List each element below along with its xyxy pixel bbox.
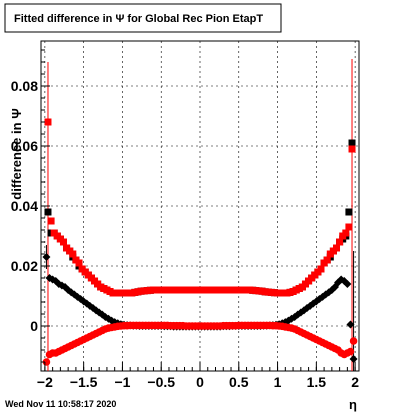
x-tick-label: 0.5 — [229, 374, 249, 390]
x-axis-label: η — [349, 397, 357, 412]
y-tick-label: 0.06 — [11, 138, 38, 154]
title-box — [4, 3, 282, 33]
data-point — [317, 265, 325, 273]
data-point — [44, 208, 52, 216]
data-point — [349, 337, 358, 345]
y-tick-label: 0 — [30, 318, 38, 334]
data-point — [47, 217, 55, 225]
data-point — [348, 145, 356, 153]
x-tick-label: 1.5 — [307, 374, 327, 390]
y-axis-label: difference in Ψ — [9, 108, 24, 199]
data-point — [69, 250, 77, 258]
data-point — [75, 259, 83, 267]
x-tick-label: −1.5 — [70, 374, 98, 390]
data-point — [346, 320, 355, 329]
x-tick-label: 0 — [196, 374, 204, 390]
data-point — [349, 355, 358, 363]
x-tick-label: −2 — [37, 374, 53, 390]
data-point — [333, 244, 341, 252]
data-point — [44, 118, 52, 126]
data-point — [346, 347, 355, 356]
data-point — [323, 256, 331, 264]
y-tick-label: 0.04 — [11, 198, 38, 214]
chart-title: Fitted difference in Ψ for Global Rec Pi… — [14, 13, 263, 25]
grid-lines — [41, 41, 359, 371]
x-tick-label: 1 — [274, 374, 282, 390]
data-point — [342, 229, 350, 237]
data-point — [57, 281, 66, 290]
data-point — [345, 223, 353, 231]
data-point — [59, 238, 67, 246]
data-markers — [42, 118, 358, 366]
data-point — [348, 139, 356, 147]
data-point — [42, 253, 51, 261]
y-tick-label: 0.08 — [11, 78, 38, 94]
axis-ticks: −2 −1.5 −1 −0.5 0 0.5 1 1.5 2 0 0.02 0.04 0.06 0.08 — [11, 49, 359, 390]
x-tick-label: −0.5 — [147, 374, 175, 390]
y-tick-label: 0.02 — [11, 258, 38, 274]
data-point — [336, 238, 344, 246]
data-point — [343, 280, 352, 288]
timestamp-label: Wed Nov 11 10:58:17 2020 — [5, 399, 116, 409]
data-point — [345, 208, 353, 216]
x-tick-label: 2 — [351, 374, 359, 390]
x-tick-label: −1 — [114, 374, 130, 390]
